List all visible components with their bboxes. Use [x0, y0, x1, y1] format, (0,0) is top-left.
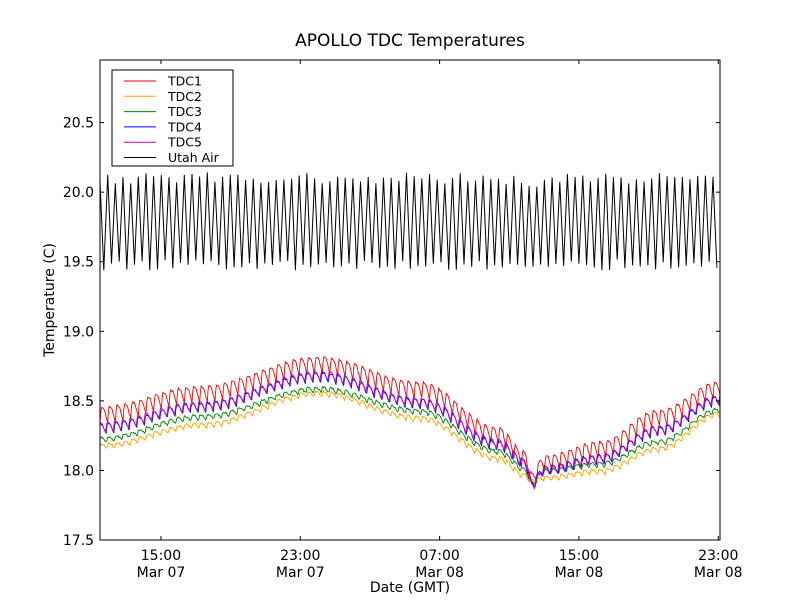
- series-layer: [99, 172, 721, 490]
- legend-label: TDC2: [167, 89, 202, 104]
- x-tick-label-date: Mar 07: [276, 565, 325, 581]
- x-tick-label-time: 23:00: [280, 548, 320, 564]
- legend-label: TDC5: [167, 135, 202, 150]
- series-line-utah-air: [99, 172, 718, 271]
- x-tick-label-date: Mar 08: [694, 565, 743, 581]
- x-tick-label-time: 15:00: [141, 548, 181, 564]
- series-line-tdc2: [99, 390, 721, 484]
- y-axis: 17.5 18.0 18.5 19.0 19.5 20.0 20.5: [63, 116, 720, 549]
- x-tick-label-date: Mar 07: [137, 565, 186, 581]
- x-axis-label: Date (GMT): [370, 580, 450, 596]
- y-tick-label: 17.5: [63, 533, 94, 549]
- y-tick-label: 20.5: [63, 116, 94, 132]
- y-tick-label: 19.0: [63, 324, 94, 340]
- plot-frame: [99, 59, 721, 541]
- y-tick-label: 18.5: [63, 394, 94, 410]
- x-tick-label-date: Mar 08: [415, 565, 464, 581]
- y-tick-label: 19.5: [63, 255, 94, 271]
- series-line-tdc5: [100, 370, 721, 490]
- legend-label: TDC3: [167, 104, 202, 119]
- series-line-tdc1: [99, 356, 721, 484]
- legend-label: TDC4: [167, 119, 202, 134]
- x-tick-label-time: 15:00: [559, 548, 599, 564]
- legend-label: Utah Air: [168, 150, 220, 165]
- y-tick-label: 18.0: [63, 463, 94, 479]
- y-tick-label: 20.0: [63, 185, 94, 201]
- chart-title: APOLLO TDC Temperatures: [295, 31, 525, 51]
- x-tick-label-time: 07:00: [419, 548, 459, 564]
- legend-label: TDC1: [167, 74, 202, 89]
- y-axis-label: Temperature (C): [42, 243, 58, 358]
- x-tick-label-date: Mar 08: [555, 565, 604, 581]
- series-line-tdc3: [99, 386, 721, 485]
- x-tick-label-time: 23:00: [698, 548, 738, 564]
- legend-box: [111, 69, 234, 167]
